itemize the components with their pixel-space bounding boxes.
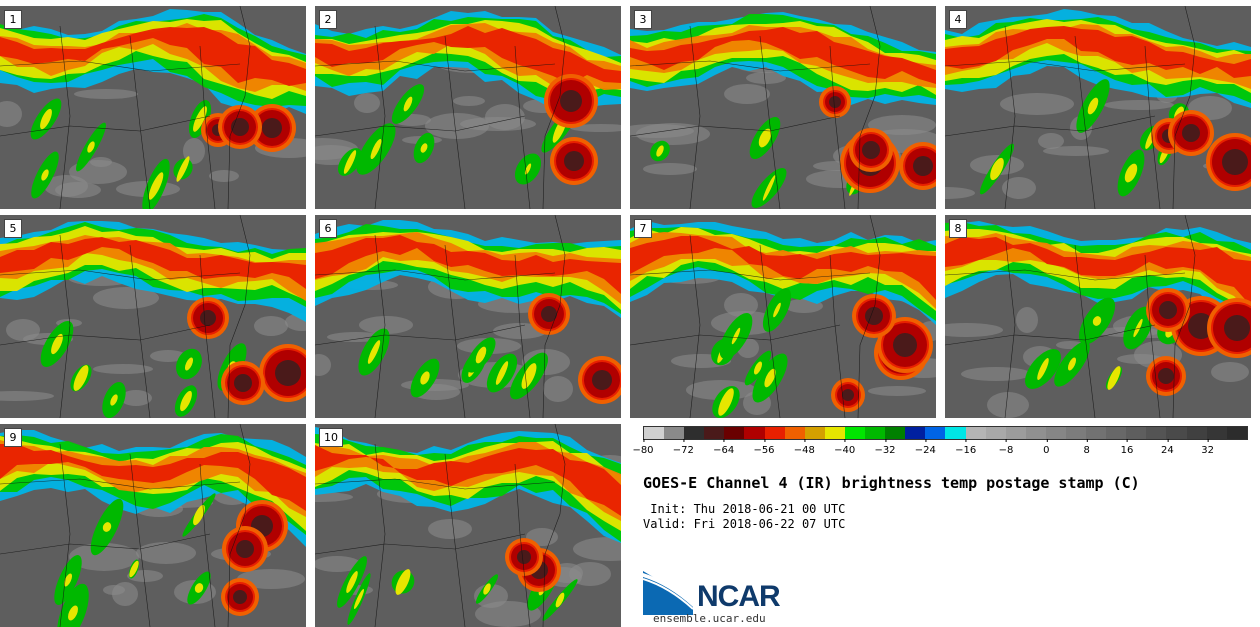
ir-map — [315, 6, 621, 209]
colorbar-cell — [1146, 427, 1167, 439]
colorbar-tick: 16 — [1121, 439, 1133, 456]
colorbar-cell — [744, 427, 765, 439]
stamp-panel-3: 3 — [630, 6, 936, 209]
member-label: 4 — [949, 10, 967, 29]
colorbar-cell — [664, 427, 685, 439]
ir-map — [0, 6, 306, 209]
ncar-logo-icon — [643, 571, 694, 615]
member-label: 9 — [4, 428, 22, 447]
ir-map — [0, 424, 306, 627]
colorbar-tick: −48 — [794, 439, 815, 456]
colorbar-tick: −56 — [753, 439, 775, 456]
colorbar-cell — [1025, 427, 1046, 439]
colorbar-ticks: −80 −72 −64 −56 −48 −40 −32 −24 −16 −8 0 8 16 24 32 — [632, 439, 1248, 460]
colorbar-cell — [1126, 427, 1147, 439]
member-label: 8 — [949, 219, 967, 238]
colorbar-cell — [704, 427, 725, 439]
member-label: 2 — [319, 10, 337, 29]
colorbar-tick: −40 — [834, 439, 855, 456]
ir-map — [315, 424, 621, 627]
member-label: 1 — [4, 10, 22, 29]
colorbar-cell — [764, 427, 785, 439]
colorbar-cell — [1086, 427, 1107, 439]
member-label: 3 — [634, 10, 652, 29]
stamp-panel-6: 6 — [315, 215, 621, 418]
stamp-panel-7: 7 — [630, 215, 936, 418]
ir-map — [315, 215, 621, 418]
colorbar-cell — [804, 427, 825, 439]
stamp-panel-8: 8 — [945, 215, 1251, 418]
colorbar-cell — [965, 427, 986, 439]
colorbar-cell — [945, 427, 966, 439]
colorbar-tick: 8 — [1083, 439, 1090, 456]
site-url: ensemble.ucar.edu — [653, 612, 766, 625]
ir-map — [0, 215, 306, 418]
colorbar-cell — [985, 427, 1006, 439]
colorbar-cell — [1106, 427, 1127, 439]
stamp-panel-1: 1 — [0, 6, 306, 209]
member-label: 7 — [634, 219, 652, 238]
colorbar-cell — [1186, 427, 1207, 439]
ncar-logo-text: NCAR — [697, 580, 781, 613]
figure-title: GOES-E Channel 4 (IR) brightness temp po… — [643, 474, 1140, 492]
colorbar-cell — [1206, 427, 1227, 439]
colorbar-tick: 24 — [1161, 439, 1174, 456]
ir-map — [630, 215, 936, 418]
colorbar-tick: 0 — [1043, 439, 1050, 456]
ir-map — [630, 6, 936, 209]
colorbar-tick: −8 — [999, 439, 1013, 456]
colorbar-cell — [1226, 427, 1247, 439]
colorbar-tick: −24 — [915, 439, 936, 456]
stamp-panel-9: 9 — [0, 424, 306, 627]
colorbar-tick: −72 — [673, 439, 694, 456]
colorbar-cell — [784, 427, 805, 439]
valid-time: Valid: Fri 2018-06-22 07 UTC — [643, 517, 846, 531]
colorbar-tick: −80 — [632, 439, 654, 456]
colorbar-cell — [844, 427, 866, 439]
ir-map — [945, 215, 1251, 418]
colorbar-cell — [1065, 427, 1087, 439]
colorbar-cell — [724, 427, 745, 439]
colorbar-cell — [885, 427, 906, 439]
colorbar-tick: −16 — [955, 439, 976, 456]
member-label: 6 — [319, 219, 337, 238]
ir-map — [945, 6, 1251, 209]
member-label: 10 — [319, 428, 343, 447]
colorbar-cell — [865, 427, 886, 439]
stamp-panel-4: 4 — [945, 6, 1251, 209]
colorbar-tick: −64 — [713, 439, 734, 456]
colorbar-cell — [925, 427, 946, 439]
colorbar-cell — [1166, 427, 1187, 439]
colorbar — [643, 426, 1248, 440]
colorbar-cell — [905, 427, 926, 439]
colorbar-tick: −32 — [874, 439, 896, 456]
stamp-panel-5: 5 — [0, 215, 306, 418]
colorbar-cell — [824, 427, 845, 439]
init-time: Init: Thu 2018-06-21 00 UTC — [643, 502, 846, 516]
stamp-panel-2: 2 — [315, 6, 621, 209]
colorbar-cell — [1005, 427, 1026, 439]
stamp-panel-10: 10 — [315, 424, 621, 627]
member-label: 5 — [4, 219, 22, 238]
colorbar-cell — [684, 427, 705, 439]
colorbar-cell — [1045, 427, 1066, 439]
colorbar-tick: 32 — [1201, 439, 1214, 456]
colorbar-cell — [644, 427, 665, 439]
